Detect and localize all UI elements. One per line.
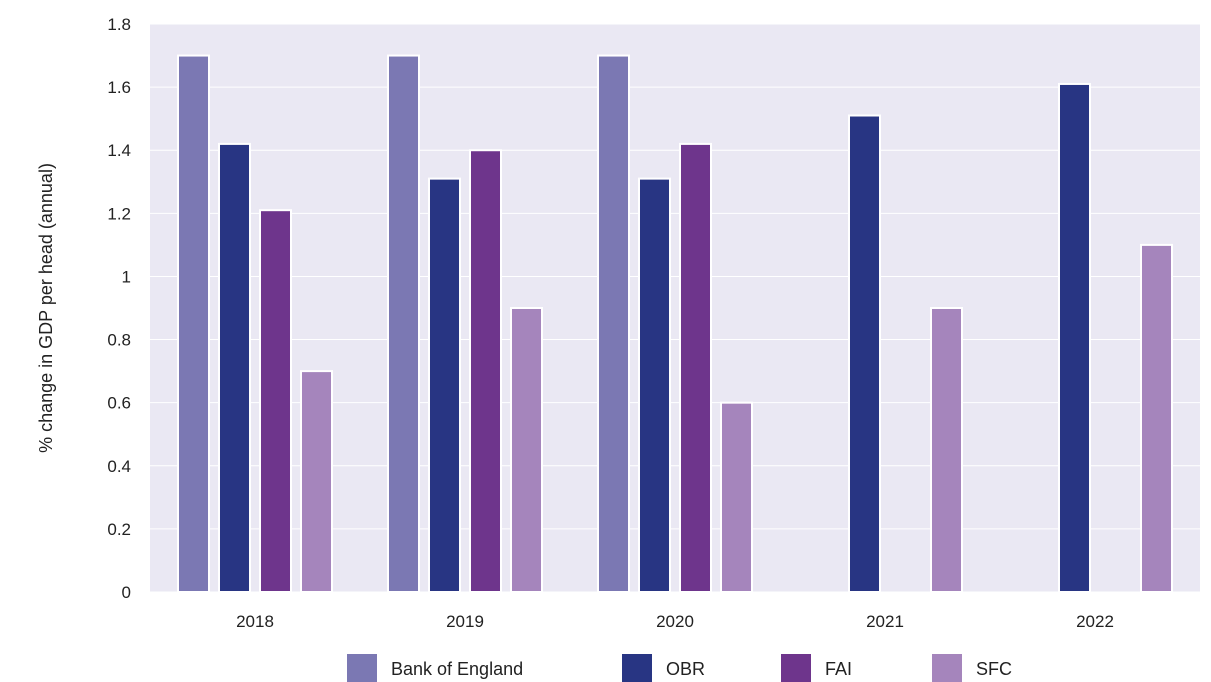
y-tick-label: 0.6 [107, 394, 131, 413]
y-tick-label: 0.8 [107, 331, 131, 350]
bar-bank-of-england-2018 [177, 54, 210, 594]
bar-sfc-2022 [1140, 243, 1173, 593]
y-tick-label: 1.2 [107, 204, 131, 223]
bar-bank-of-england-2020 [597, 54, 630, 594]
y-tick-label: 1.6 [107, 78, 131, 97]
legend-swatch [622, 654, 652, 682]
bars [177, 54, 1173, 594]
bar-obr-2022 [1058, 82, 1091, 593]
y-tick-label: 1.8 [107, 15, 131, 34]
x-tick-label: 2021 [866, 612, 904, 631]
y-tick-label: 1 [122, 267, 131, 286]
x-tick-label: 2020 [656, 612, 694, 631]
legend-swatch [781, 654, 811, 682]
bar-fai-2018 [259, 209, 292, 594]
y-tick-label: 0.4 [107, 457, 131, 476]
bar-bank-of-england-2019 [387, 54, 420, 594]
x-tick-label: 2018 [236, 612, 274, 631]
legend-label: SFC [976, 659, 1012, 679]
legend-swatch [932, 654, 962, 682]
bar-fai-2019 [469, 149, 502, 593]
y-axis-title: % change in GDP per head (annual) [36, 163, 56, 453]
legend-label: OBR [666, 659, 705, 679]
legend-swatch [347, 654, 377, 682]
legend: Bank of England OBR FAI SFC [347, 654, 1012, 682]
bar-sfc-2020 [720, 401, 753, 593]
legend-label: Bank of England [391, 659, 523, 679]
x-tick-label: 2022 [1076, 612, 1114, 631]
y-axis-ticks: 0 0.2 0.4 0.6 0.8 1 1.2 1.4 1.6 1.8 [107, 15, 131, 602]
x-axis-ticks: 2018 2019 2020 2021 2022 [236, 612, 1114, 631]
x-tick-label: 2019 [446, 612, 484, 631]
bar-sfc-2019 [510, 307, 543, 593]
bar-sfc-2021 [930, 307, 963, 593]
y-tick-label: 1.4 [107, 141, 131, 160]
bar-obr-2018 [218, 142, 251, 594]
bar-obr-2020 [638, 177, 671, 593]
bar-obr-2021 [848, 114, 881, 593]
y-tick-label: 0 [122, 583, 131, 602]
legend-label: FAI [825, 659, 852, 679]
bar-sfc-2018 [300, 370, 333, 593]
bar-obr-2019 [428, 177, 461, 593]
y-tick-label: 0.2 [107, 520, 131, 539]
bar-fai-2020 [679, 142, 712, 594]
